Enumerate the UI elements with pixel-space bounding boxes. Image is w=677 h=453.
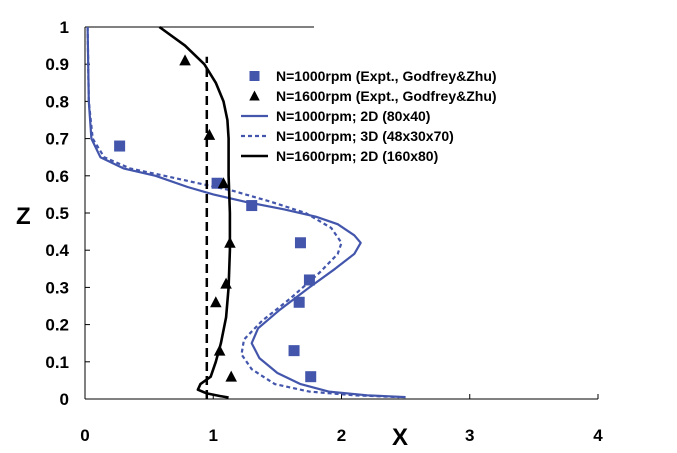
triangle-marker bbox=[203, 128, 216, 140]
triangle-marker bbox=[217, 177, 230, 189]
square-marker bbox=[288, 345, 300, 357]
y-tick-label: 0.9 bbox=[45, 55, 69, 74]
x-tick-label: 3 bbox=[465, 426, 474, 445]
y-tick-label: 0.5 bbox=[45, 204, 69, 223]
y-tick-label: 0.2 bbox=[45, 316, 69, 335]
square-marker bbox=[246, 200, 258, 212]
y-tick-label: 0.3 bbox=[45, 278, 69, 297]
series-line-4 bbox=[158, 25, 232, 399]
square-marker bbox=[303, 274, 315, 286]
y-tick-label: 0.8 bbox=[45, 92, 69, 111]
x-axis-label: X bbox=[392, 424, 408, 451]
square-marker bbox=[114, 140, 126, 152]
legend-entry-label: N=1600rpm (Expt., Godfrey&Zhu) bbox=[276, 88, 497, 104]
square-marker bbox=[294, 237, 306, 249]
series-lines bbox=[86, 25, 406, 399]
square-marker bbox=[305, 371, 317, 383]
legend-entry-label: N=1000rpm; 2D (80x40) bbox=[276, 108, 430, 124]
y-tick-label: 0.6 bbox=[45, 167, 69, 186]
series-line-2 bbox=[86, 26, 406, 399]
x-tick-label: 0 bbox=[80, 426, 89, 445]
triangle-marker bbox=[220, 277, 232, 289]
legend-entry-label: N=1000rpm (Expt., Godfrey&Zhu) bbox=[276, 68, 497, 84]
legend-entry-label: N=1000rpm; 3D (48x30x70) bbox=[276, 128, 454, 144]
tick-labels: 0 0.1 0.2 0.3 0.4 0.5 0.6 0.7 0.8 0.9 1 0 1 2 3 4 bbox=[45, 18, 603, 445]
triangle-marker bbox=[225, 370, 237, 382]
y-axis-label: Z bbox=[16, 203, 31, 230]
x-tick-label: 1 bbox=[209, 426, 218, 445]
triangle-marker bbox=[210, 296, 222, 308]
x-tick-label: 2 bbox=[337, 426, 346, 445]
y-tick-label: 1 bbox=[60, 18, 69, 37]
series-markers bbox=[114, 54, 317, 383]
y-tick-label: 0.4 bbox=[45, 241, 69, 260]
y-tick-label: 0.7 bbox=[45, 130, 69, 149]
legend-entry-label: N=1600rpm; 2D (160x80) bbox=[276, 148, 438, 164]
square-marker bbox=[293, 296, 305, 308]
triangle-marker bbox=[249, 90, 260, 101]
legend: N=1000rpm (Expt., Godfrey&Zhu) N=1600rpm … bbox=[241, 68, 497, 164]
triangle-marker bbox=[179, 54, 191, 66]
x-tick-label: 4 bbox=[593, 426, 603, 445]
y-tick-label: 0.1 bbox=[45, 353, 69, 372]
square-marker bbox=[211, 177, 223, 189]
triangle-marker bbox=[224, 236, 236, 248]
y-tick-label: 0 bbox=[60, 390, 69, 409]
triangle-marker bbox=[213, 344, 226, 356]
square-marker bbox=[249, 71, 260, 81]
